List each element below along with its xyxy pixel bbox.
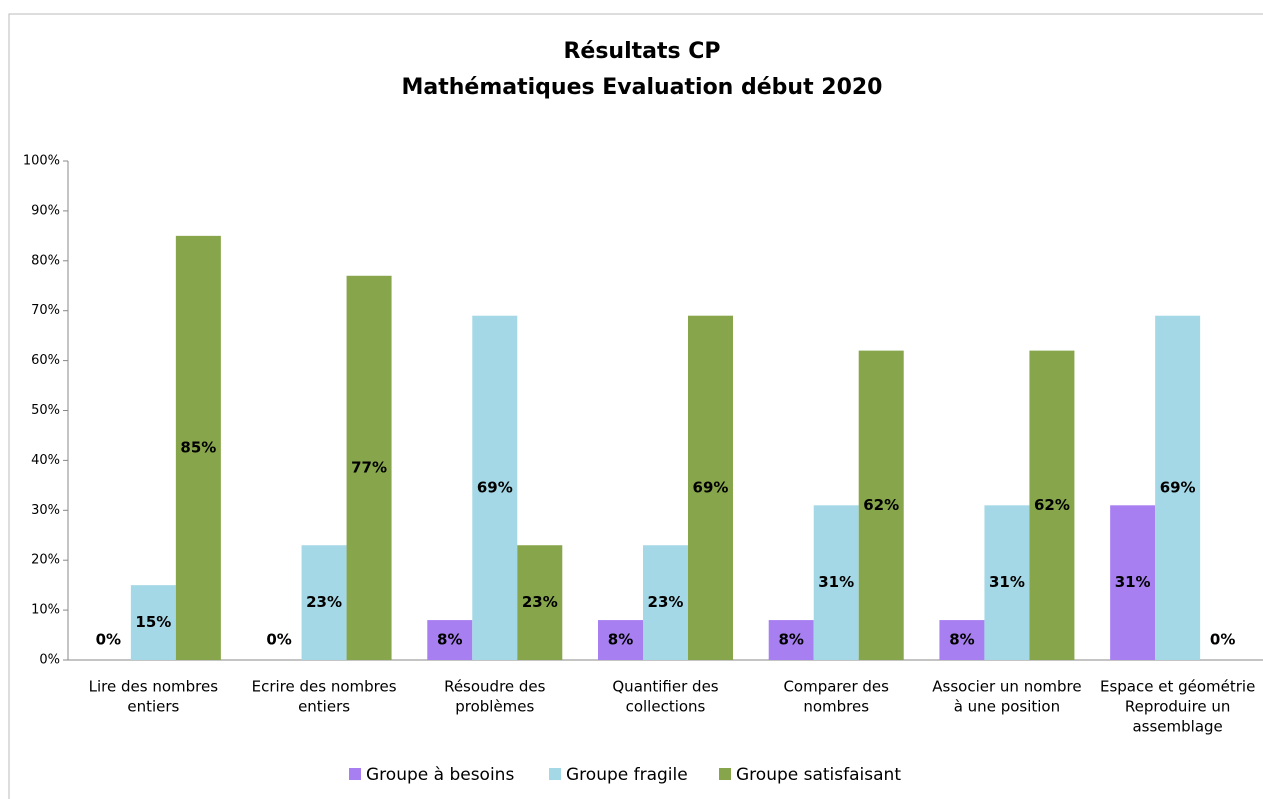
y-tick-label: 90% <box>31 203 60 218</box>
bar <box>472 315 518 660</box>
x-tick-label: Ecrire des nombres <box>252 678 397 696</box>
x-tick-label: Quantifier des <box>612 678 718 696</box>
bar <box>1110 505 1156 660</box>
chart-subtitle: Mathématiques Evaluation début 2020 <box>402 75 883 100</box>
bar <box>858 350 904 660</box>
x-tick-label: assemblage <box>1132 718 1222 736</box>
value-label: 8% <box>949 631 974 649</box>
x-tick-label: problèmes <box>455 698 534 716</box>
value-label: 69% <box>693 478 729 496</box>
legend-swatch <box>719 768 731 780</box>
x-tick-label: collections <box>626 698 706 716</box>
value-label: 0% <box>96 631 121 649</box>
y-tick-label: 60% <box>31 353 60 368</box>
bar <box>346 275 392 660</box>
value-label: 23% <box>306 593 342 611</box>
y-tick-label: 0% <box>39 653 60 668</box>
x-tick-label: Résoudre des <box>444 678 546 696</box>
x-tick-label: Espace et géométrie <box>1100 678 1255 696</box>
y-tick-label: 40% <box>31 453 60 468</box>
value-label: 62% <box>1034 496 1070 514</box>
bar <box>427 620 473 660</box>
chart-frame <box>8 13 1263 799</box>
x-tick-label: Lire des nombres <box>89 678 219 696</box>
x-tick-label: entiers <box>298 698 350 716</box>
legend-label: Groupe satisfaisant <box>736 765 901 785</box>
y-tick-label: 80% <box>31 253 60 268</box>
value-label: 77% <box>351 458 387 476</box>
value-label: 15% <box>135 613 171 631</box>
value-label: 31% <box>989 573 1025 591</box>
value-label: 23% <box>648 593 684 611</box>
x-tick-label: Reproduire un <box>1125 698 1231 716</box>
value-label: 8% <box>608 631 633 649</box>
x-tick-label: Associer un nombre <box>932 678 1081 696</box>
legend-label: Groupe à besoins <box>366 765 514 785</box>
y-tick-label: 20% <box>31 553 60 568</box>
legend-label: Groupe fragile <box>566 765 688 785</box>
bar <box>130 585 176 660</box>
y-tick-label: 70% <box>31 303 60 318</box>
value-label: 69% <box>477 478 513 496</box>
legend-swatch <box>549 768 561 780</box>
bar <box>984 505 1030 660</box>
chart-title: Résultats CP <box>563 39 720 64</box>
bar <box>517 545 563 660</box>
y-tick-label: 30% <box>31 503 60 518</box>
bar <box>1029 350 1075 660</box>
value-label: 8% <box>437 631 462 649</box>
value-label: 0% <box>1210 631 1235 649</box>
value-label: 69% <box>1160 478 1196 496</box>
y-tick-label: 50% <box>31 403 60 418</box>
value-label: 8% <box>778 631 803 649</box>
bar <box>939 620 985 660</box>
value-label: 62% <box>863 496 899 514</box>
bar <box>598 620 643 660</box>
bar <box>175 235 221 660</box>
bar <box>1155 315 1201 660</box>
y-tick-label: 10% <box>31 603 60 618</box>
x-tick-label: entiers <box>127 698 179 716</box>
value-label: 0% <box>266 631 291 649</box>
bar <box>813 505 859 660</box>
bar <box>768 620 814 660</box>
bar <box>301 545 347 660</box>
x-tick-label: nombres <box>803 698 869 716</box>
bar <box>643 545 688 660</box>
value-label: 31% <box>818 573 854 591</box>
value-label: 85% <box>180 438 216 456</box>
value-label: 31% <box>1115 573 1151 591</box>
x-tick-label: Comparer des <box>783 678 889 696</box>
legend-swatch <box>349 768 361 780</box>
y-tick-label: 100% <box>23 154 60 169</box>
x-tick-label: à une position <box>954 698 1060 716</box>
value-label: 23% <box>522 593 558 611</box>
bar <box>688 315 733 660</box>
